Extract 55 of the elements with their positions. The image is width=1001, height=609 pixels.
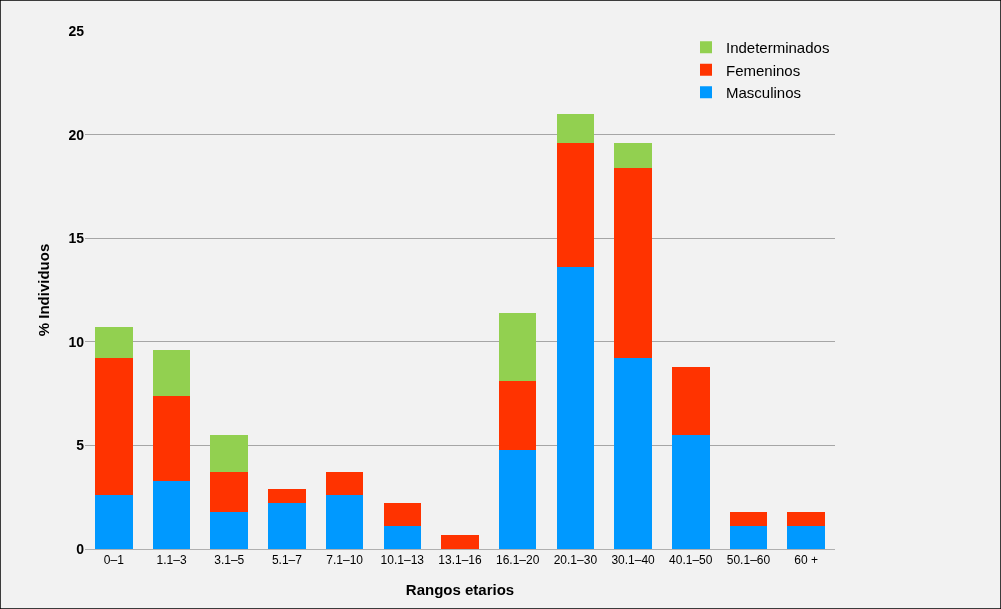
- x-tick-label: 7.1–10: [326, 553, 364, 568]
- legend-label: Masculinos: [726, 84, 802, 102]
- x-tick-label: 60 +: [794, 553, 818, 568]
- bar: [210, 435, 248, 473]
- bar: [614, 142, 652, 168]
- bar: [152, 350, 191, 396]
- x-tick-label: 0–1: [103, 553, 125, 568]
- bar: [556, 142, 595, 268]
- bar: [787, 526, 825, 549]
- bar: [672, 366, 710, 436]
- x-tick-label: 5.1–7: [271, 553, 303, 568]
- y-tick-label: 25: [68, 22, 85, 39]
- bar: [210, 472, 248, 512]
- bar: [498, 381, 537, 450]
- bar: [268, 488, 306, 504]
- bar: [325, 495, 364, 549]
- bar: [672, 435, 710, 549]
- x-tick-label: 40.1–50: [669, 553, 713, 568]
- bar: [383, 526, 422, 549]
- x-tick-label: 3.1–5: [214, 553, 245, 568]
- bar: [441, 534, 479, 549]
- bar: [729, 526, 768, 549]
- bar: [729, 511, 768, 527]
- legend-label: Indeterminados: [726, 39, 830, 57]
- bar: [210, 511, 248, 549]
- y-tick-label: 5: [76, 437, 85, 454]
- x-tick-label: 20.1–30: [553, 553, 598, 568]
- bar: [383, 503, 422, 527]
- y-tick-label: 15: [68, 230, 85, 247]
- bar: [614, 167, 652, 359]
- y-tick-label: 10: [68, 333, 85, 350]
- bar: [95, 495, 133, 549]
- bar: [498, 312, 537, 382]
- bar: [614, 358, 652, 549]
- bar: [152, 395, 191, 481]
- bar: [325, 472, 364, 496]
- x-tick-label: 13.1–16: [438, 553, 483, 568]
- x-tick-label: 30.1–40: [611, 553, 656, 568]
- bar: [556, 113, 595, 143]
- y-tick-label: 20: [68, 126, 85, 143]
- x-tick-label: 1.1–3: [156, 553, 187, 568]
- y-axis-title: % Individuos: [34, 243, 52, 337]
- bar: [95, 358, 133, 496]
- x-tick-label: 50.1–60: [726, 553, 771, 568]
- x-tick-label: 16.1–20: [495, 553, 540, 568]
- bar: [787, 511, 825, 527]
- bar: [498, 449, 537, 549]
- y-tick-label: 0: [76, 540, 85, 557]
- legend-label: Femeninos: [726, 61, 801, 79]
- x-axis-title: Rangos etarios: [405, 581, 515, 599]
- bar: [95, 327, 133, 359]
- bar: [268, 503, 306, 549]
- x-tick-label: 10.1–13: [380, 553, 425, 568]
- bar: [556, 267, 595, 549]
- bar: [152, 480, 191, 549]
